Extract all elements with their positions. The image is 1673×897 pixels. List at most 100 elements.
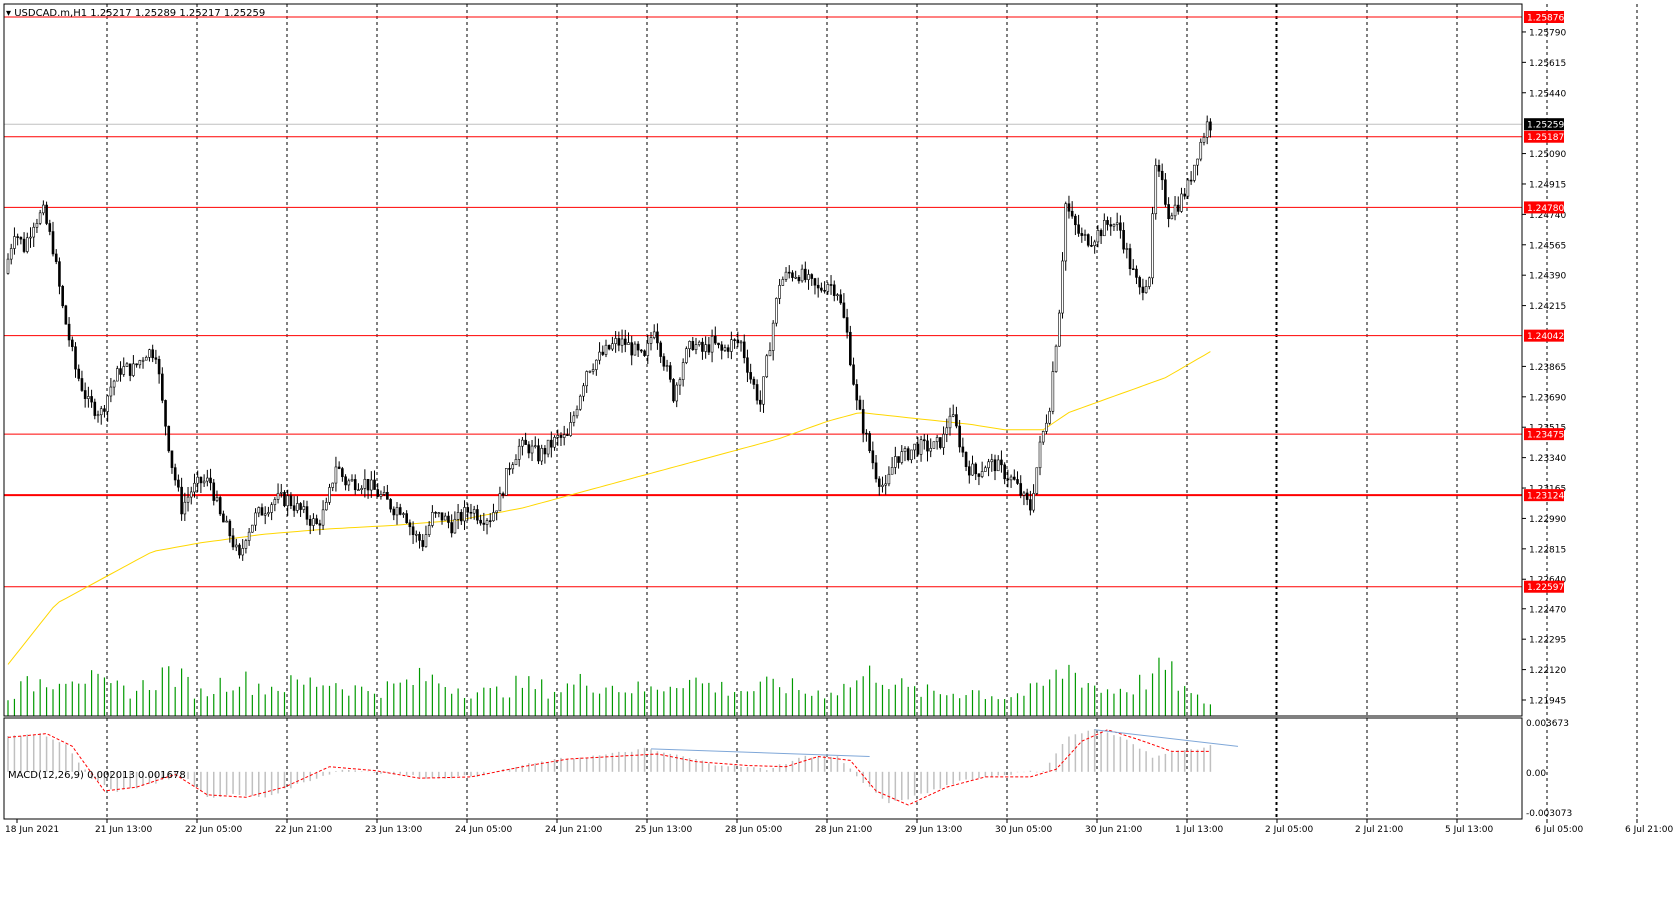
time-tick-label: 30 Jun 21:00	[1085, 825, 1142, 835]
candle	[405, 510, 408, 524]
candle-body	[1051, 371, 1055, 412]
candle	[646, 334, 650, 364]
candle	[292, 496, 296, 517]
candle-body	[109, 386, 113, 397]
candle-body	[556, 435, 560, 438]
candle-body	[263, 513, 267, 516]
candle	[144, 355, 148, 361]
candle	[495, 510, 498, 521]
candle	[1006, 469, 1010, 488]
price-tick-label: 1.24740	[1529, 211, 1566, 221]
price-tick-label: 1.25090	[1529, 150, 1566, 160]
candle-body	[633, 343, 637, 356]
candle	[562, 425, 566, 446]
candle-body	[935, 437, 939, 443]
candle	[566, 428, 569, 437]
candle	[1189, 171, 1193, 185]
candle	[125, 362, 129, 367]
candle-body	[315, 518, 318, 524]
candle-body	[749, 372, 752, 380]
candle-body	[759, 399, 762, 405]
macd-panel-border	[3, 717, 1523, 820]
candle	[839, 289, 842, 305]
candle-body	[736, 339, 740, 344]
candle	[733, 338, 736, 349]
candle	[572, 411, 576, 427]
candle-body	[344, 476, 347, 486]
candle	[270, 502, 273, 521]
candle	[575, 405, 579, 419]
candle-body	[524, 439, 527, 445]
candle-body	[855, 384, 859, 401]
candle	[800, 264, 804, 283]
candle-body	[530, 445, 534, 454]
candle-body	[1106, 220, 1109, 225]
candle	[903, 446, 907, 462]
candle	[6, 253, 10, 275]
candle-body	[710, 335, 714, 353]
candle	[472, 505, 476, 520]
candle	[691, 336, 695, 351]
candle	[9, 243, 13, 265]
candle	[427, 521, 431, 538]
candle-body	[476, 509, 479, 521]
candle	[234, 538, 238, 552]
candle-body	[974, 463, 978, 475]
candle-body	[1154, 165, 1158, 215]
candle-body	[318, 523, 322, 526]
candle	[1109, 217, 1113, 236]
time-axis: 18 Jun 2021 21 Jun 13:00 22 Jun 05:00 22 Ju…	[5, 819, 1673, 835]
candle-body	[1141, 286, 1145, 293]
price-tick-label: 1.22815	[1529, 545, 1566, 555]
candle	[1019, 475, 1023, 499]
candle	[913, 443, 916, 460]
candle	[424, 525, 428, 548]
candle-body	[591, 369, 595, 372]
candle-body	[415, 533, 418, 536]
price-tick-label: 1.25615	[1529, 59, 1566, 69]
candle-body	[781, 279, 785, 286]
candle	[755, 379, 759, 405]
candle-body	[16, 236, 19, 238]
candle	[505, 468, 508, 496]
candle	[170, 450, 174, 474]
candle	[1183, 187, 1186, 200]
symbol-dropdown-icon[interactable]: ▾	[6, 8, 12, 19]
candle-body	[495, 510, 498, 513]
candle-body	[196, 476, 199, 484]
candle	[688, 340, 691, 358]
candle	[717, 342, 720, 349]
candle-body	[939, 437, 942, 448]
candle-body	[730, 339, 733, 352]
candle	[964, 451, 968, 472]
time-tick-label: 22 Jun 05:00	[185, 825, 242, 835]
candle-body	[498, 493, 502, 512]
candle-body	[212, 482, 216, 501]
candle	[247, 527, 251, 546]
candle-body	[408, 522, 412, 528]
candle	[369, 471, 373, 498]
candle	[1086, 233, 1090, 248]
candle-body	[289, 495, 293, 507]
candle-body	[424, 534, 428, 547]
candle-body	[482, 522, 486, 525]
candle	[466, 503, 470, 521]
candle	[1186, 178, 1190, 200]
candle	[476, 504, 479, 525]
candle	[662, 353, 666, 371]
candle-body	[135, 363, 138, 366]
price-tick-label: 1.24915	[1529, 180, 1566, 190]
candle	[794, 270, 797, 280]
candle	[694, 337, 698, 355]
candle-body	[668, 365, 672, 380]
level-price-tag	[1524, 580, 1564, 593]
candle-body	[22, 238, 26, 252]
candle	[138, 359, 142, 369]
candle-body	[704, 344, 707, 352]
candle-body	[138, 360, 142, 366]
candle	[1209, 118, 1212, 138]
candle-body	[675, 384, 679, 402]
candle	[1054, 344, 1058, 373]
candle	[675, 382, 679, 408]
